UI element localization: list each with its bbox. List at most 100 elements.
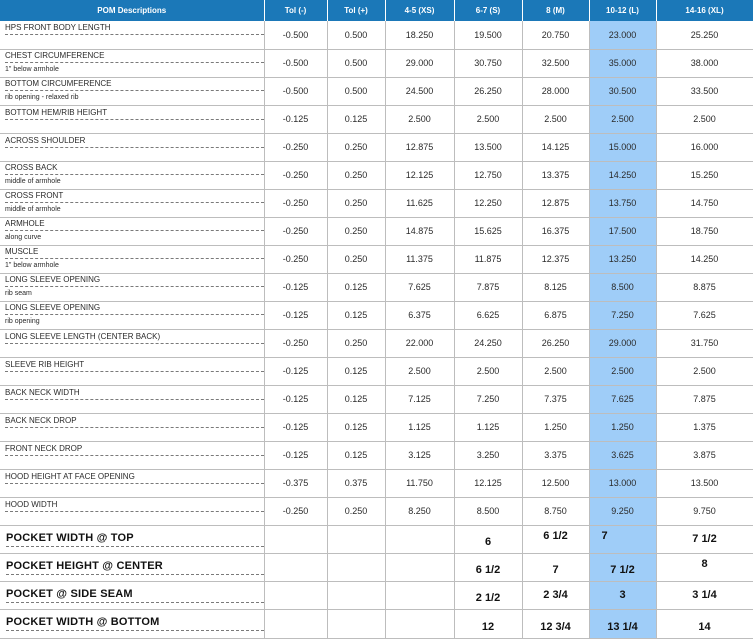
size-xs-cell: 2.500	[385, 105, 455, 134]
pom-note: 1" below armhole	[5, 261, 59, 269]
pom-description: CHEST CIRCUMFERENCE 1" below armhole	[0, 49, 265, 78]
tol-minus-cell	[264, 609, 328, 639]
size-s-cell: 7.875	[454, 273, 523, 302]
size-s-cell: 15.625	[454, 217, 523, 246]
size-m-cell: 14.125	[522, 133, 590, 162]
size-s-cell: 3.250	[454, 441, 523, 470]
size-xl-cell: 7.875	[656, 385, 753, 414]
size-xs-cell: 11.750	[385, 469, 455, 498]
tol-plus-cell: 0.500	[327, 21, 386, 50]
size-xl-cell: 14.250	[656, 245, 753, 274]
pocket-row: POCKET @ SIDE SEAM 2 1/2 2 3/4 3 3 1/4	[0, 581, 753, 610]
tol-plus-cell: 0.250	[327, 245, 386, 274]
size-l-cell: 23.000	[589, 21, 657, 50]
size-l-cell: 30.500	[589, 77, 657, 106]
size-l-cell: 2.500	[589, 105, 657, 134]
tol-minus-cell: -0.250	[264, 189, 328, 218]
pom-note: 1" below armhole	[5, 65, 59, 73]
size-xs-cell: 1.125	[385, 413, 455, 442]
pocket-description: POCKET HEIGHT @ CENTER	[0, 553, 265, 582]
table-row: BACK NECK DROP -0.125 0.125 1.125 1.125 …	[0, 413, 753, 442]
tol-minus-cell: -0.250	[264, 497, 328, 526]
size-s-cell: 6	[454, 525, 523, 554]
table-row: FRONT NECK DROP -0.125 0.125 3.125 3.250…	[0, 441, 753, 470]
size-xl-cell: 1.375	[656, 413, 753, 442]
size-s-cell: 12	[454, 609, 523, 639]
tol-minus-cell: -0.125	[264, 357, 328, 386]
pom-description: CROSS BACK middle of armhole	[0, 161, 265, 190]
pom-description: BOTTOM HEM/RIB HEIGHT	[0, 105, 265, 134]
size-s-cell: 1.125	[454, 413, 523, 442]
pom-name: FRONT NECK DROP	[5, 443, 264, 456]
table-row: HOOD WIDTH -0.250 0.250 8.250 8.500 8.75…	[0, 497, 753, 526]
tol-plus-cell: 0.125	[327, 105, 386, 134]
size-m-cell: 16.375	[522, 217, 590, 246]
tol-plus-cell: 0.250	[327, 329, 386, 358]
header-size-xl: 14-16 (XL)	[656, 0, 753, 21]
size-l-cell: 13.000	[589, 469, 657, 498]
tol-plus-cell: 0.125	[327, 441, 386, 470]
size-xs-cell: 29.000	[385, 49, 455, 78]
size-xl-cell: 2.500	[656, 105, 753, 134]
tol-minus-cell: -0.500	[264, 49, 328, 78]
size-l-cell: 15.000	[589, 133, 657, 162]
tol-minus-cell: -0.125	[264, 413, 328, 442]
size-m-cell: 2.500	[522, 357, 590, 386]
pom-note: rib opening	[5, 317, 40, 325]
table-row: ACROSS SHOULDER -0.250 0.250 12.875 13.5…	[0, 133, 753, 162]
size-m-cell: 28.000	[522, 77, 590, 106]
pom-description: ACROSS SHOULDER	[0, 133, 265, 162]
size-l-cell: 7.250	[589, 301, 657, 330]
tol-plus-cell	[327, 553, 386, 582]
pocket-name: POCKET @ SIDE SEAM	[6, 588, 264, 603]
size-s-cell: 12.750	[454, 161, 523, 190]
table-row: HPS FRONT BODY LENGTH -0.500 0.500 18.25…	[0, 21, 753, 50]
size-m-cell: 2 3/4	[522, 581, 590, 610]
size-l-cell: 13 1/4	[589, 609, 657, 639]
tol-minus-cell: -0.250	[264, 245, 328, 274]
size-m-cell: 2.500	[522, 105, 590, 134]
table-row: LONG SLEEVE OPENING rib opening -0.125 0.…	[0, 301, 753, 330]
size-s-cell: 12.125	[454, 469, 523, 498]
tol-plus-cell: 0.250	[327, 497, 386, 526]
size-l-cell: 9.250	[589, 497, 657, 526]
size-s-cell: 2 1/2	[454, 581, 523, 610]
pom-name: ARMHOLE	[5, 218, 264, 231]
size-m-cell: 26.250	[522, 329, 590, 358]
size-l-cell: 29.000	[589, 329, 657, 358]
pom-description: BOTTOM CIRCUMFERENCE rib opening - relaxe…	[0, 77, 265, 106]
tol-minus-cell: -0.125	[264, 105, 328, 134]
size-xl-cell: 15.250	[656, 161, 753, 190]
size-xs-cell: 7.625	[385, 273, 455, 302]
table-row: HOOD HEIGHT AT FACE OPENING -0.375 0.375…	[0, 469, 753, 498]
pocket-name: POCKET HEIGHT @ CENTER	[6, 560, 264, 575]
size-s-cell: 19.500	[454, 21, 523, 50]
size-xs-cell	[385, 581, 455, 610]
size-m-cell: 1.250	[522, 413, 590, 442]
size-xs-cell: 24.500	[385, 77, 455, 106]
tol-plus-cell: 0.125	[327, 385, 386, 414]
size-m-cell: 6 1/2	[522, 525, 590, 554]
size-xl-cell: 25.250	[656, 21, 753, 50]
size-xs-cell	[385, 553, 455, 582]
pocket-row: POCKET WIDTH @ TOP 6 6 1/2 7 7 1/2	[0, 525, 753, 554]
header-tol-plus: Tol (+)	[327, 0, 386, 21]
pom-description: SLEEVE RIB HEIGHT	[0, 357, 265, 386]
pocket-row: POCKET HEIGHT @ CENTER 6 1/2 7 7 1/2 8	[0, 553, 753, 582]
tol-plus-cell: 0.125	[327, 273, 386, 302]
tol-minus-cell: -0.125	[264, 273, 328, 302]
tol-minus-cell: -0.125	[264, 301, 328, 330]
tol-plus-cell: 0.250	[327, 161, 386, 190]
size-xl-cell: 14.750	[656, 189, 753, 218]
pom-name: HPS FRONT BODY LENGTH	[5, 22, 264, 35]
pom-note: rib seam	[5, 289, 32, 297]
tol-minus-cell	[264, 581, 328, 610]
pom-description: FRONT NECK DROP	[0, 441, 265, 470]
pom-note: middle of armhole	[5, 177, 61, 185]
table-row: BACK NECK WIDTH -0.125 0.125 7.125 7.250…	[0, 385, 753, 414]
size-xs-cell: 11.375	[385, 245, 455, 274]
pom-note: rib opening - relaxed rib	[5, 93, 79, 101]
header-tol-minus: Tol (-)	[264, 0, 328, 21]
size-xl-cell: 16.000	[656, 133, 753, 162]
